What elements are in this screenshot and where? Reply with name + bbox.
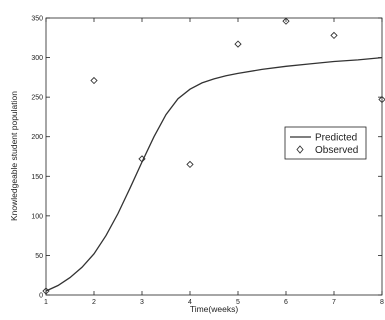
observed-point	[186, 160, 194, 169]
x-tick-label: 8	[380, 299, 384, 306]
y-tick-label: 150	[31, 174, 43, 181]
observed-point	[378, 95, 385, 104]
x-axis-ticks: 1 2 3 4 5 6 7 8	[44, 18, 384, 306]
observed-point	[282, 17, 290, 25]
x-axis-label: Time(weeks)	[190, 304, 238, 314]
y-axis-label: Knowledgeable student population	[9, 91, 19, 221]
series-layer	[42, 17, 385, 295]
y-tick-label: 350	[31, 16, 43, 23]
observed-point	[42, 287, 50, 295]
observed-point	[234, 40, 242, 48]
y-tick-label: 0	[39, 293, 43, 300]
y-axis-ticks: 0 50 100 150 200 250 300 350	[31, 16, 382, 300]
predicted-line	[45, 56, 383, 292]
y-tick-label: 100	[31, 213, 43, 220]
observed-point	[90, 76, 98, 85]
x-tick-label: 2	[92, 299, 96, 306]
y-tick-label: 200	[31, 134, 43, 141]
legend: Predicted Observed	[284, 126, 367, 160]
x-tick-label: 4	[188, 299, 192, 306]
x-tick-label: 3	[140, 299, 144, 306]
x-tick-label: 1	[44, 299, 48, 306]
legend-label-observed: Observed	[315, 145, 358, 156]
x-tick-label: 5	[236, 299, 240, 306]
y-tick-label: 250	[31, 95, 43, 102]
observed-point	[138, 155, 146, 163]
legend-label-predicted: Predicted	[315, 133, 357, 144]
x-tick-label: 7	[332, 299, 336, 306]
observed-point	[330, 31, 338, 40]
legend-box	[284, 126, 367, 160]
y-tick-label: 300	[31, 55, 43, 62]
y-tick-label: 50	[35, 253, 43, 260]
legend-swatch-observed	[296, 145, 304, 154]
x-tick-label: 6	[284, 299, 288, 306]
